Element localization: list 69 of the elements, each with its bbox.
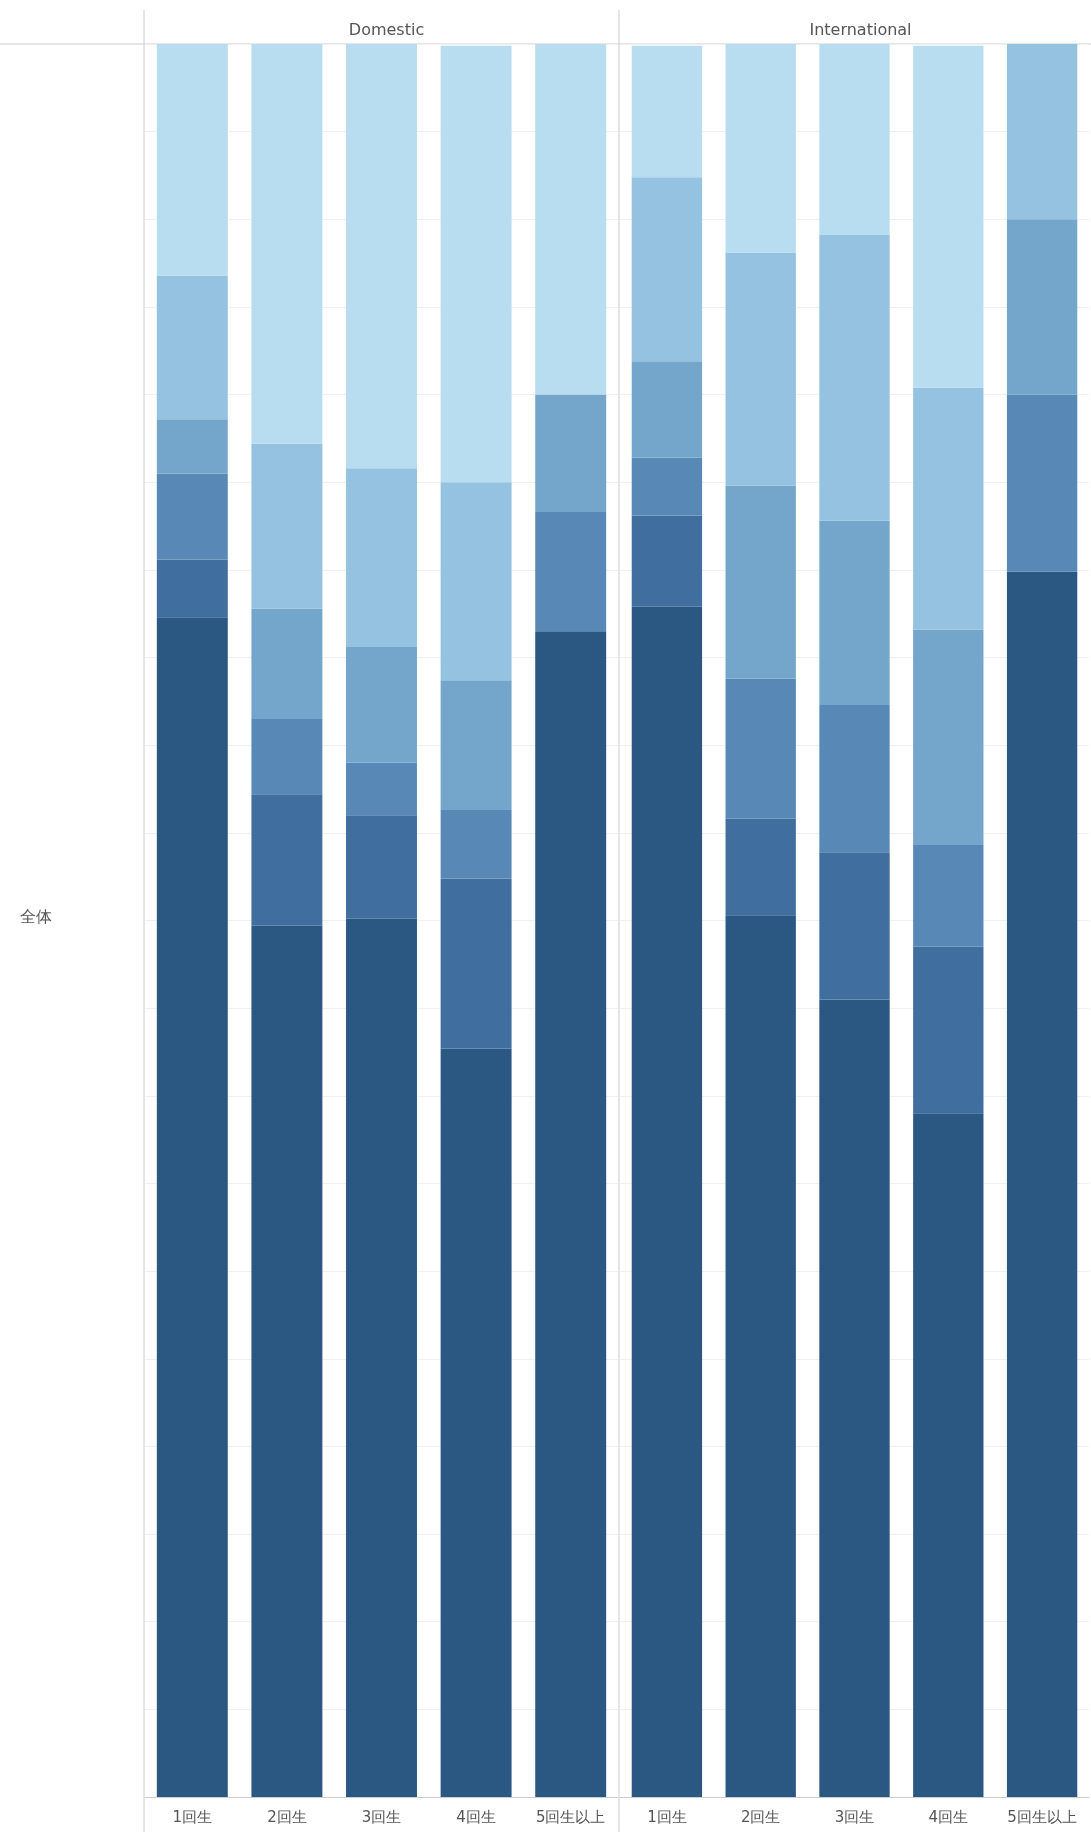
bar	[913, 946, 984, 1114]
bar	[819, 44, 890, 236]
bar	[819, 520, 890, 705]
bar	[156, 617, 228, 1797]
y-axis-title: 全体	[20, 906, 52, 926]
bar	[346, 468, 417, 648]
bar	[251, 443, 323, 609]
bar	[1006, 571, 1078, 1797]
bar	[346, 815, 417, 919]
bar	[1006, 394, 1078, 572]
bar	[440, 810, 512, 879]
bar	[251, 608, 323, 719]
bar	[251, 925, 323, 1797]
x-tick-label: 1回生	[647, 1807, 687, 1826]
bar	[346, 918, 417, 1797]
x-tick-label: 4回生	[928, 1807, 969, 1826]
bar	[1006, 219, 1078, 395]
bar	[156, 559, 228, 618]
bar	[535, 631, 607, 1797]
bar	[725, 252, 796, 486]
bar	[913, 845, 984, 947]
bar	[631, 515, 703, 607]
bar	[819, 704, 890, 853]
bar	[440, 878, 512, 1049]
bar	[725, 818, 796, 916]
bar	[819, 999, 890, 1797]
bar	[725, 485, 796, 679]
bar	[440, 1048, 512, 1797]
x-tick-label: 5回生以上	[535, 1807, 606, 1826]
bar	[631, 606, 703, 1797]
x-tick-label: 3回生	[361, 1807, 402, 1826]
bar	[440, 680, 512, 811]
bar	[819, 235, 890, 521]
bar	[251, 44, 323, 444]
bar	[251, 794, 323, 926]
bar	[346, 647, 417, 763]
bar	[156, 44, 228, 276]
bar	[251, 718, 323, 795]
bar	[535, 394, 607, 513]
bar	[535, 44, 607, 395]
bar	[535, 512, 607, 632]
bar	[913, 387, 984, 630]
bar	[725, 915, 796, 1797]
x-tick-label: 4回生	[456, 1807, 496, 1826]
chart-title: Domestic	[348, 19, 425, 39]
bar	[156, 419, 228, 474]
bar	[156, 473, 228, 560]
bar	[1006, 44, 1078, 220]
bar	[913, 629, 984, 846]
bar	[631, 177, 703, 362]
x-tick-label: 1回生	[172, 1807, 213, 1826]
bar	[156, 275, 228, 420]
bar	[631, 45, 703, 178]
bar	[346, 44, 417, 469]
bar	[725, 44, 796, 253]
bar	[440, 45, 512, 483]
x-tick-label: 5回生以上	[1007, 1807, 1077, 1826]
x-tick-label: 2回生	[740, 1807, 781, 1826]
chart-title: International	[809, 19, 912, 39]
x-tick-label: 3回生	[834, 1807, 875, 1826]
x-tick-label: 2回生	[267, 1807, 307, 1826]
bar	[631, 457, 703, 516]
bar	[725, 678, 796, 819]
bar	[631, 361, 703, 458]
bar	[913, 45, 984, 388]
bar	[819, 852, 890, 1000]
bar	[346, 762, 417, 816]
bar	[440, 482, 512, 681]
bar	[913, 1113, 984, 1797]
